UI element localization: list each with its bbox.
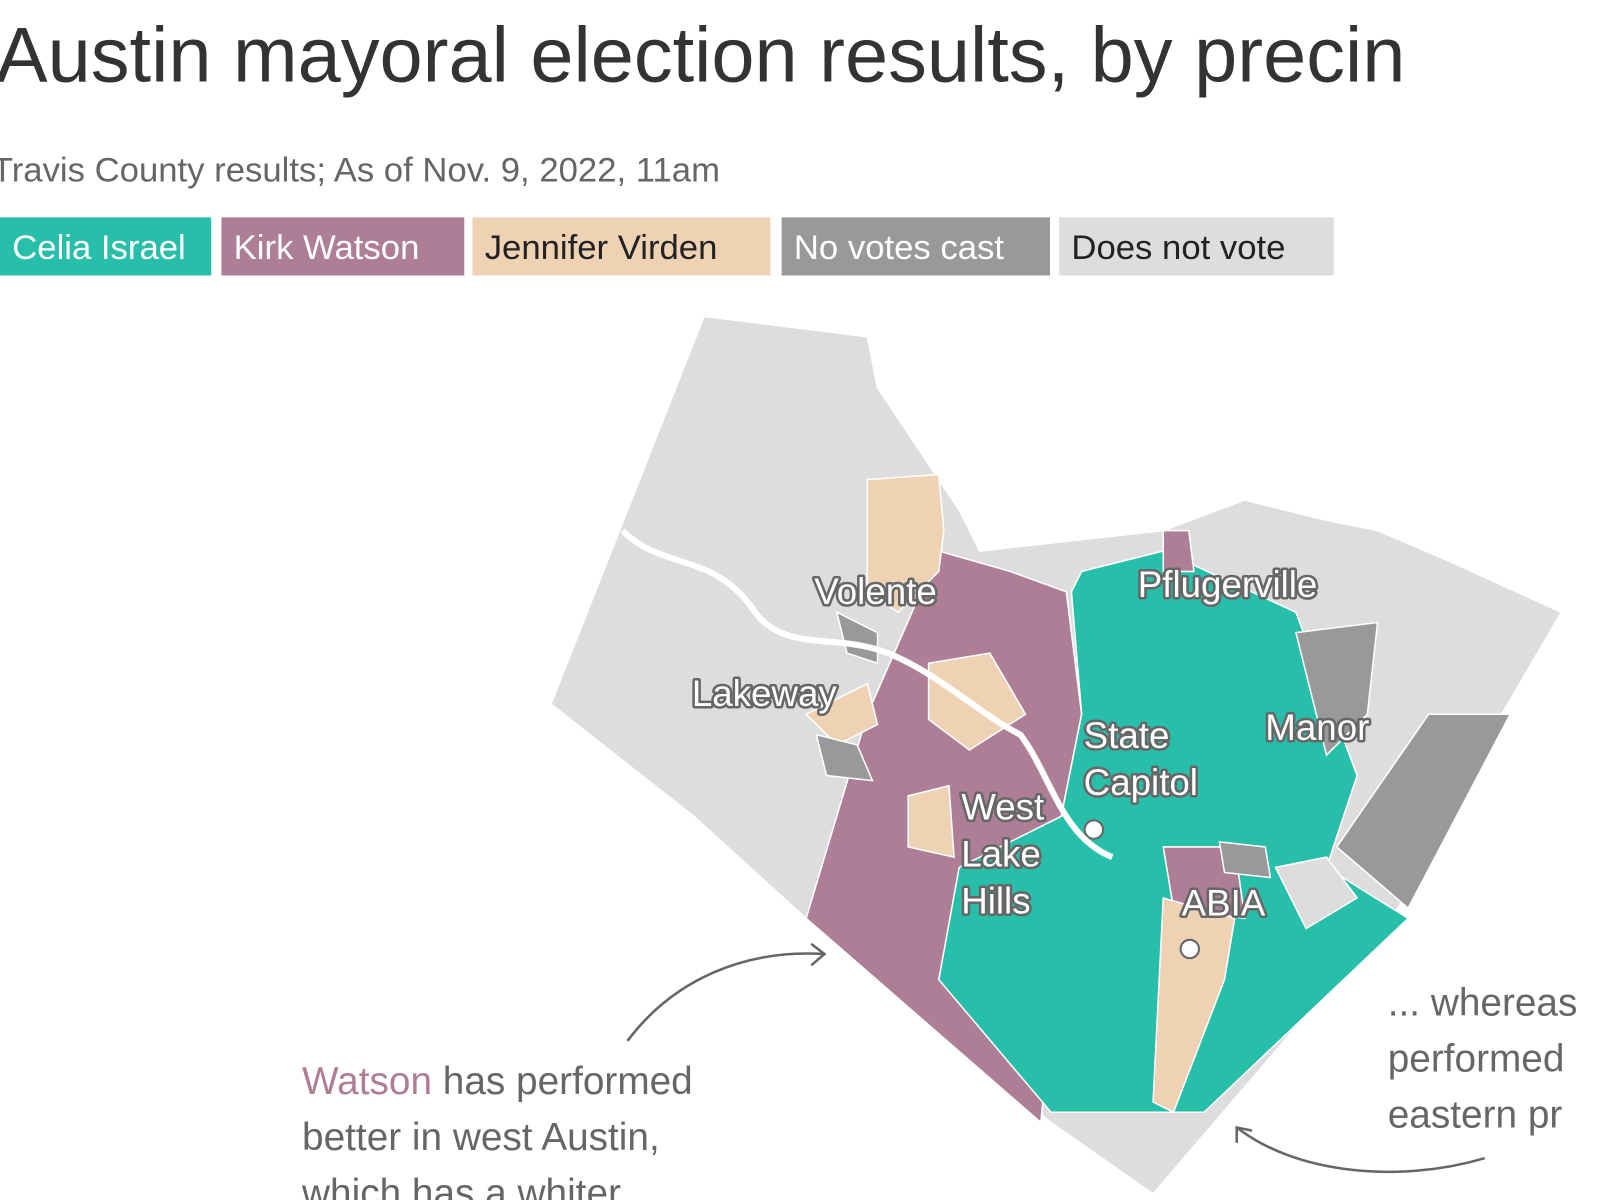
capitol-marker	[1083, 819, 1105, 840]
annotation-line: eastern pr	[1388, 1094, 1563, 1137]
arrowhead	[810, 942, 827, 967]
legend-swatch	[781, 217, 1050, 276]
legend-swatch	[221, 217, 465, 276]
legend-label: Does not vote	[1071, 229, 1285, 267]
place-label: Manor	[1265, 707, 1369, 748]
precinct-area	[815, 733, 874, 782]
map-labels: Volente Lakeway Pflugerville State Capitol Ma…	[689, 561, 1372, 925]
precinct-area	[1294, 621, 1379, 757]
arrowhead	[1235, 1125, 1253, 1143]
annotation-line: better in west Austin,	[302, 1116, 660, 1159]
annotation: Watson has performed	[302, 1060, 693, 1103]
precinct-area	[1162, 529, 1195, 573]
place-label: Capitol	[1084, 762, 1198, 803]
legend-swatch	[0, 217, 212, 276]
precinct-area	[907, 784, 955, 859]
place-label: Volente	[814, 571, 937, 612]
airport-marker	[1179, 938, 1200, 960]
annotation-highlight: Watson	[302, 1060, 432, 1103]
arrow	[1235, 1126, 1486, 1174]
precinct-area	[1274, 856, 1359, 930]
precinct-area	[1335, 713, 1512, 910]
annotation-line: ... whereas	[1388, 981, 1578, 1024]
map	[550, 315, 1563, 1195]
annotation-line: has performed	[432, 1060, 693, 1103]
annotation-line: which has a whiter	[301, 1172, 621, 1200]
legend-swatch	[472, 217, 771, 276]
legend-swatch	[1059, 217, 1334, 276]
place-label: Lake	[961, 833, 1041, 874]
arrow	[626, 952, 825, 1042]
legend: Celia Israel Kirk Watson Jennifer Virden No…	[0, 217, 1334, 276]
legend-label: Kirk Watson	[234, 229, 420, 267]
title: Austin mayoral election results, by prec…	[0, 13, 1405, 99]
annotation-line: performed	[1388, 1037, 1565, 1080]
precinct-area	[1152, 896, 1236, 1114]
place-label: ABIA	[1182, 882, 1266, 923]
precinct-area	[804, 682, 879, 746]
place-label: West	[961, 786, 1044, 827]
place-label: Lakeway	[692, 673, 838, 714]
precinct-area	[1218, 840, 1272, 879]
place-label: Hills	[961, 880, 1030, 921]
place-label: Pflugerville	[1138, 564, 1318, 605]
subtitle: Travis County results; As of Nov. 9, 202…	[0, 152, 720, 190]
legend-label: No votes cast	[794, 229, 1005, 267]
precinct-area	[835, 610, 879, 665]
place-label: State	[1084, 715, 1170, 756]
legend-label: Jennifer Virden	[485, 229, 718, 267]
river	[620, 528, 1114, 860]
precinct-area	[866, 473, 945, 614]
legend-label: Celia Israel	[12, 229, 186, 267]
